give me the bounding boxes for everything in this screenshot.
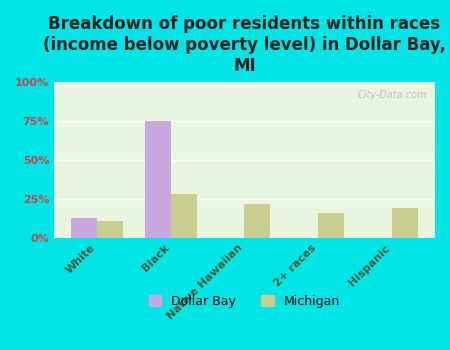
Bar <box>71 218 97 238</box>
Bar <box>145 121 171 238</box>
Text: City-Data.com: City-Data.com <box>358 90 427 99</box>
Bar <box>97 221 123 238</box>
Bar <box>392 208 418 238</box>
Legend: Dollar Bay, Michigan: Dollar Bay, Michigan <box>144 290 345 313</box>
Bar <box>171 194 197 238</box>
Bar <box>318 213 344 238</box>
Bar <box>244 204 270 238</box>
Title: Breakdown of poor residents within races
(income below poverty level) in Dollar : Breakdown of poor residents within races… <box>43 15 446 75</box>
